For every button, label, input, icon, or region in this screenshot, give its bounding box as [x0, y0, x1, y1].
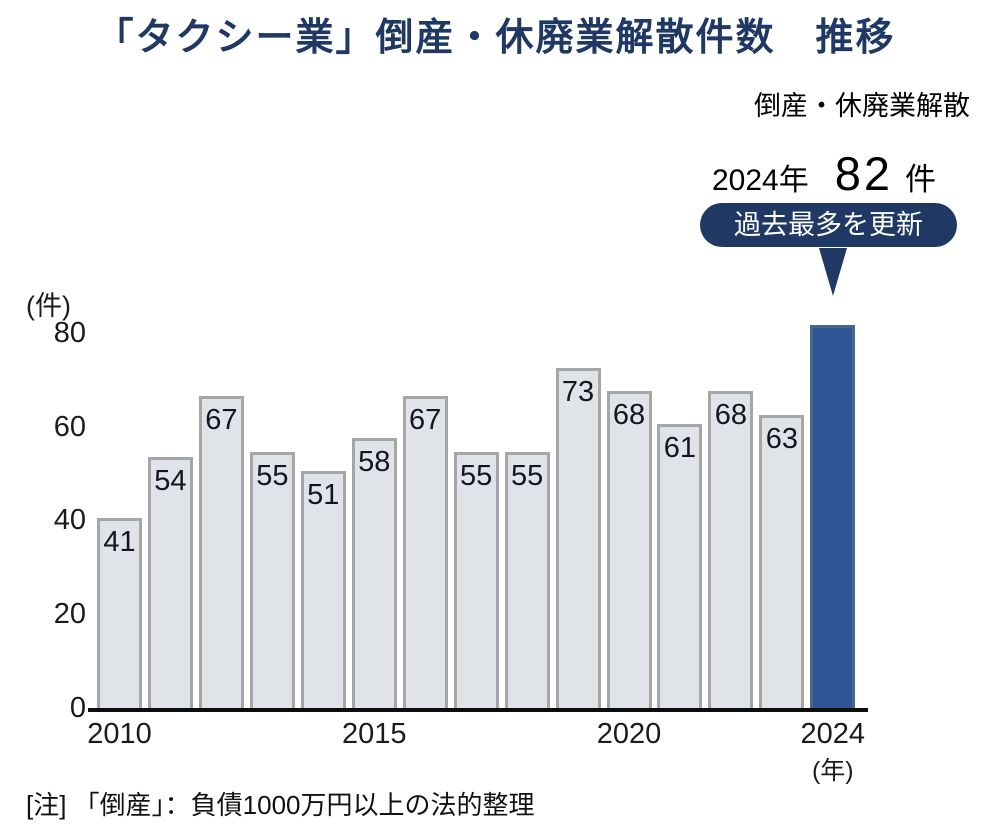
bar-2023 — [759, 414, 805, 710]
x-axis-unit-label: (年) — [811, 757, 854, 785]
bar-value-label-2017: 55 — [460, 460, 493, 493]
bar-value-label-2011: 54 — [154, 464, 187, 497]
x-tick-2010: 2010 — [87, 718, 152, 750]
annotation-latest-value: 2024年 82 件 — [712, 146, 936, 201]
bar-2018 — [504, 452, 550, 710]
bar-2012 — [198, 395, 244, 710]
bar-value-label-2018: 55 — [510, 460, 544, 493]
annotation-value: 82 — [834, 147, 893, 200]
bar-2015 — [351, 437, 397, 710]
bar-value-label-2021: 61 — [663, 431, 697, 464]
chart-title: 「タクシー業」倒産・休廃業解散件数 推移 — [95, 17, 896, 59]
bar-value-label-2019: 73 — [561, 375, 595, 408]
bar-2024 — [810, 325, 856, 710]
bar-value-label-2013: 55 — [256, 460, 289, 493]
bar-value-label-2015: 58 — [358, 445, 391, 478]
bar-value-label-2014: 51 — [307, 478, 340, 511]
record-high-badge: 過去最多を更新 — [700, 203, 957, 247]
x-axis-line — [88, 708, 868, 712]
y-tick-60: 60 — [53, 410, 86, 443]
bar-value-label-2012: 67 — [205, 403, 238, 436]
x-tick-2020: 2020 — [596, 718, 662, 750]
bar-2021 — [657, 423, 703, 710]
bar-2013 — [249, 452, 295, 710]
bar-2016 — [402, 395, 448, 710]
bar-2019 — [555, 367, 601, 710]
x-tick-2015: 2015 — [341, 718, 407, 750]
bar-value-label-2016: 67 — [409, 403, 442, 436]
annotation-unit: 件 — [905, 162, 936, 197]
y-tick-20: 20 — [53, 598, 86, 631]
bar-2022 — [708, 391, 754, 710]
y-tick-80: 80 — [53, 316, 86, 349]
bar-2017 — [453, 452, 499, 710]
bar-value-label-2020: 68 — [612, 399, 646, 432]
annotation-year: 2024年 — [711, 164, 809, 197]
footnote: [注] 「倒産」：負債1000万円以上の法的整理 — [26, 790, 535, 820]
bar-value-label-2010: 41 — [103, 525, 136, 558]
bar-value-label-2023: 63 — [765, 422, 798, 455]
x-tick-2024: 2024 — [800, 718, 866, 750]
bar-2014 — [300, 470, 346, 710]
bar-value-label-2022: 68 — [714, 399, 748, 432]
y-tick-40: 40 — [53, 504, 86, 537]
badge-pointer-triangle-icon — [819, 248, 847, 296]
bar-2020 — [606, 391, 652, 710]
y-tick-0: 0 — [69, 692, 86, 724]
bar-2011 — [147, 456, 193, 710]
annotation-category-label: 倒産・休廃業解散 — [754, 91, 970, 121]
y-axis-unit-label: (件) — [26, 291, 71, 321]
bar-2010 — [97, 517, 142, 710]
